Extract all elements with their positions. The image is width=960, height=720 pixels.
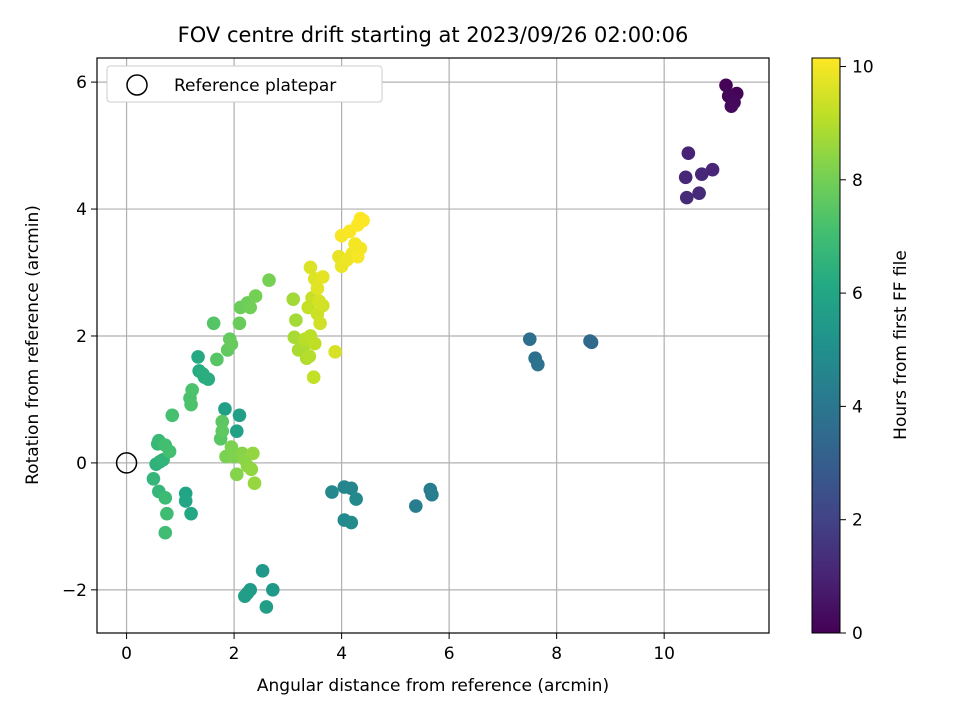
data-point [303,260,318,275]
data-point [215,424,230,438]
colorbar-tick-label: 8 [852,171,863,191]
y-tick-label: 0 [76,454,87,474]
x-tick-label: 10 [653,644,675,664]
colorbar-ticks: 0 2 4 6 8 10 [840,57,874,644]
data-point [160,506,174,521]
y-tick-label: −2 [62,581,87,601]
data-point [243,300,258,315]
data-point [178,494,193,508]
data-point [158,491,173,505]
x-tick-label: 4 [336,644,347,664]
data-point [678,170,693,185]
y-axis-ticks: −2 0 2 4 6 [62,73,97,601]
data-point [210,352,224,367]
data-point [184,506,198,521]
data-point [350,249,365,264]
data-point [248,289,263,303]
data-point [344,481,359,496]
data-point [312,294,326,308]
data-point [255,564,270,578]
data-point [262,273,276,287]
y-tick-label: 6 [76,73,87,93]
data-point [158,525,173,540]
data-point [206,316,221,331]
data-point [349,492,363,506]
data-point [232,316,247,331]
x-tick-label: 6 [444,644,455,664]
legend-entry: Reference platepar [174,76,336,96]
data-point [681,146,696,160]
x-axis-label: Angular distance from reference (arcmin) [257,676,609,696]
colorbar-tick-label: 4 [852,397,863,417]
x-tick-label: 0 [121,644,132,664]
colorbar-label: Hours from first FF file [891,250,911,440]
data-point [232,408,247,423]
data-point [425,487,439,502]
data-points [146,78,744,614]
y-tick-label: 2 [76,327,87,347]
data-point [325,485,339,499]
x-axis-ticks: 0 2 4 6 8 10 [121,633,675,664]
grid-lines [97,58,769,633]
colorbar-gradient [811,57,841,634]
colorbar-tick-label: 6 [852,284,863,304]
data-point [328,345,342,359]
reference-marker [115,452,138,474]
data-point [724,99,739,114]
data-point [246,446,260,461]
y-axis-label: Rotation from reference (arcmin) [23,205,43,485]
legend-marker-icon [126,74,148,96]
colorbar-tick-label: 0 [852,624,863,644]
data-point [289,313,303,327]
data-point [679,190,694,205]
data-point [408,499,423,513]
x-tick-label: 8 [551,644,562,664]
data-point [307,336,322,351]
data-point [238,589,252,603]
data-point [531,357,545,372]
data-point [165,408,180,423]
data-point [184,397,198,412]
legend: Reference platepar [106,65,383,103]
data-point [162,444,177,459]
data-point [313,316,327,331]
data-point [185,383,199,397]
data-point [287,330,302,345]
data-point [244,462,259,477]
data-point [191,350,205,364]
y-tick-label: 4 [76,200,87,220]
chart-title: FOV centre drift starting at 2023/09/26 … [178,23,689,47]
data-point [310,281,325,296]
data-point [259,600,274,614]
data-point [265,583,280,597]
reference-marker-group [115,452,138,474]
colorbar-tick-label: 10 [852,57,874,77]
data-point [196,367,210,381]
data-point [692,186,706,200]
data-point [522,332,537,346]
plot-frame [96,57,770,634]
x-tick-label: 2 [229,644,240,664]
data-point [695,167,709,181]
data-point [353,211,368,226]
data-point [224,337,239,352]
data-point [286,292,301,306]
colorbar-tick-label: 2 [852,511,863,531]
data-point [215,414,230,429]
data-point [229,424,244,438]
data-point [247,476,262,491]
data-point [315,270,330,284]
data-point [344,515,359,530]
data-point [229,467,244,482]
data-point [302,349,317,364]
data-point [146,471,161,486]
colorbar: 0 2 4 6 8 10 Hours from first FF file [811,57,911,644]
data-point [306,370,321,385]
data-point [218,402,232,416]
legend-box [106,65,383,103]
data-point [583,334,597,348]
data-point [705,162,720,177]
data-point [719,78,733,93]
